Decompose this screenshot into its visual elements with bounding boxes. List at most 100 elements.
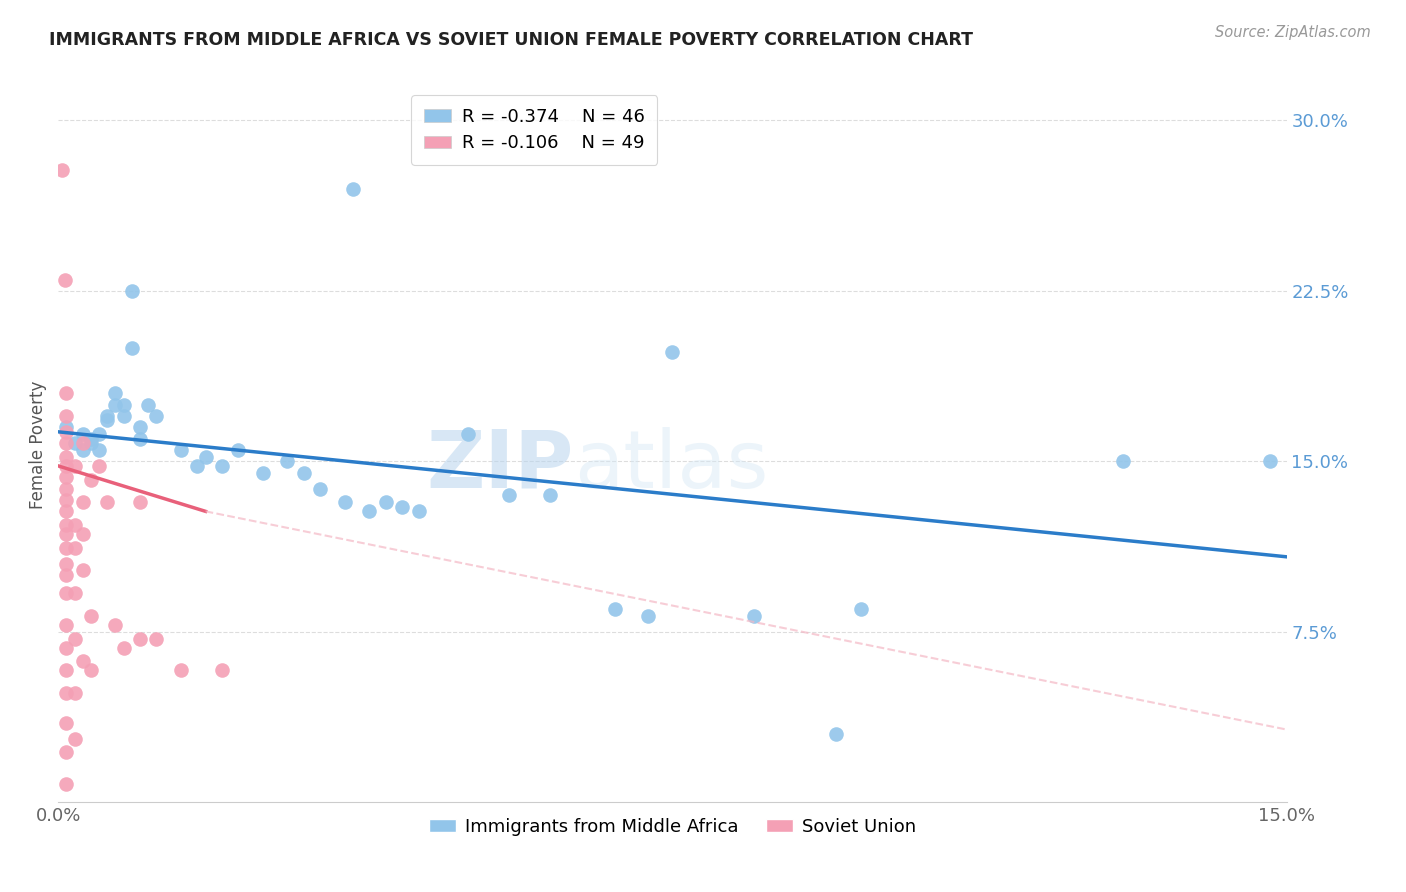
- Text: ZIP: ZIP: [427, 426, 574, 505]
- Point: [72, 564, 94, 578]
- Point: [55, 482, 77, 496]
- Point: [55, 745, 77, 759]
- Point: [96, 409, 118, 423]
- Point: [55, 618, 77, 632]
- Point: [276, 454, 298, 468]
- Point: [80, 608, 103, 623]
- Point: [96, 413, 118, 427]
- Point: [63, 436, 86, 450]
- Point: [53, 272, 76, 286]
- Point: [1258, 454, 1281, 468]
- Point: [603, 602, 626, 616]
- Point: [63, 518, 86, 533]
- Point: [55, 420, 77, 434]
- Point: [408, 504, 430, 518]
- Point: [136, 398, 159, 412]
- Point: [72, 654, 94, 668]
- Point: [55, 504, 77, 518]
- Point: [55, 409, 77, 423]
- Point: [72, 495, 94, 509]
- Point: [55, 640, 77, 655]
- Point: [661, 345, 683, 359]
- Point: [55, 777, 77, 791]
- Point: [55, 686, 77, 700]
- Point: [742, 608, 765, 623]
- Point: [104, 618, 127, 632]
- Point: [333, 495, 356, 509]
- Point: [55, 386, 77, 401]
- Point: [145, 409, 167, 423]
- Point: [359, 504, 381, 518]
- Point: [55, 450, 77, 464]
- Text: IMMIGRANTS FROM MIDDLE AFRICA VS SOVIET UNION FEMALE POVERTY CORRELATION CHART: IMMIGRANTS FROM MIDDLE AFRICA VS SOVIET …: [49, 31, 973, 49]
- Point: [849, 602, 872, 616]
- Point: [80, 432, 103, 446]
- Point: [457, 427, 479, 442]
- Point: [145, 632, 167, 646]
- Point: [72, 436, 94, 450]
- Point: [129, 432, 152, 446]
- Point: [87, 427, 110, 442]
- Point: [55, 470, 77, 484]
- Point: [55, 664, 77, 678]
- Point: [96, 495, 118, 509]
- Point: [194, 450, 217, 464]
- Point: [186, 458, 208, 473]
- Point: [112, 398, 135, 412]
- Point: [292, 466, 315, 480]
- Point: [104, 398, 127, 412]
- Point: [104, 386, 127, 401]
- Point: [211, 664, 233, 678]
- Point: [391, 500, 413, 514]
- Point: [63, 632, 86, 646]
- Point: [112, 640, 135, 655]
- Point: [51, 163, 73, 178]
- Point: [63, 541, 86, 555]
- Point: [63, 586, 86, 600]
- Point: [55, 425, 77, 439]
- Point: [55, 541, 77, 555]
- Point: [63, 458, 86, 473]
- Point: [55, 518, 77, 533]
- Legend: Immigrants from Middle Africa, Soviet Union: Immigrants from Middle Africa, Soviet Un…: [422, 811, 924, 843]
- Point: [80, 664, 103, 678]
- Point: [129, 632, 152, 646]
- Point: [170, 442, 193, 457]
- Text: atlas: atlas: [574, 426, 769, 505]
- Point: [538, 488, 561, 502]
- Point: [63, 686, 86, 700]
- Point: [374, 495, 396, 509]
- Point: [55, 557, 77, 571]
- Point: [55, 493, 77, 508]
- Point: [129, 495, 152, 509]
- Text: Source: ZipAtlas.com: Source: ZipAtlas.com: [1215, 25, 1371, 40]
- Point: [55, 586, 77, 600]
- Point: [211, 458, 233, 473]
- Point: [87, 458, 110, 473]
- Point: [55, 527, 77, 541]
- Point: [170, 664, 193, 678]
- Point: [63, 731, 86, 746]
- Point: [72, 527, 94, 541]
- Point: [72, 427, 94, 442]
- Point: [825, 727, 848, 741]
- Point: [80, 436, 103, 450]
- Point: [342, 181, 364, 195]
- Point: [72, 442, 94, 457]
- Y-axis label: Female Poverty: Female Poverty: [30, 380, 46, 508]
- Point: [121, 284, 143, 298]
- Point: [55, 568, 77, 582]
- Point: [112, 409, 135, 423]
- Point: [55, 436, 77, 450]
- Point: [637, 608, 659, 623]
- Point: [55, 458, 77, 473]
- Point: [129, 420, 152, 434]
- Point: [309, 482, 332, 496]
- Point: [121, 341, 143, 355]
- Point: [55, 715, 77, 730]
- Point: [228, 442, 250, 457]
- Point: [252, 466, 274, 480]
- Point: [80, 473, 103, 487]
- Point: [87, 442, 110, 457]
- Point: [498, 488, 520, 502]
